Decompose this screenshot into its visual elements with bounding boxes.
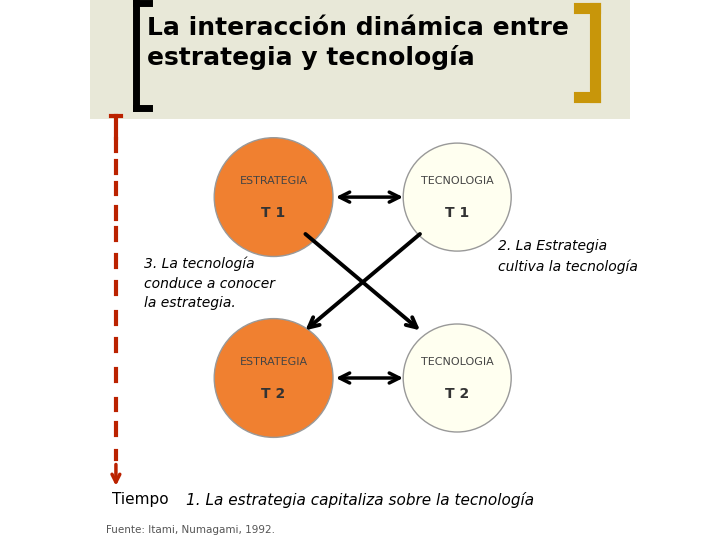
Text: ESTRATEGIA: ESTRATEGIA xyxy=(240,176,307,186)
Ellipse shape xyxy=(215,319,333,437)
Text: TECNOLOGIA: TECNOLOGIA xyxy=(420,357,494,367)
Ellipse shape xyxy=(403,324,511,432)
Text: Fuente: Itami, Numagami, 1992.: Fuente: Itami, Numagami, 1992. xyxy=(107,524,275,535)
Text: La interacción dinámica entre
estrategia y tecnología: La interacción dinámica entre estrategia… xyxy=(147,16,569,70)
Text: Tiempo: Tiempo xyxy=(112,492,168,507)
Text: TECNOLOGIA: TECNOLOGIA xyxy=(420,176,494,186)
Text: T 1: T 1 xyxy=(261,206,286,220)
Text: 2. La Estrategia
cultiva la tecnología: 2. La Estrategia cultiva la tecnología xyxy=(498,239,638,274)
Ellipse shape xyxy=(215,138,333,256)
Ellipse shape xyxy=(403,143,511,251)
Text: 3. La tecnología
conduce a conocer
la estrategia.: 3. La tecnología conduce a conocer la es… xyxy=(144,256,275,310)
Text: T 1: T 1 xyxy=(445,206,469,220)
Text: T 2: T 2 xyxy=(261,387,286,401)
Text: T 2: T 2 xyxy=(445,387,469,401)
Text: ESTRATEGIA: ESTRATEGIA xyxy=(240,357,307,367)
Text: 1. La estrategia capitaliza sobre la tecnología: 1. La estrategia capitaliza sobre la tec… xyxy=(186,491,534,508)
FancyBboxPatch shape xyxy=(90,0,630,119)
